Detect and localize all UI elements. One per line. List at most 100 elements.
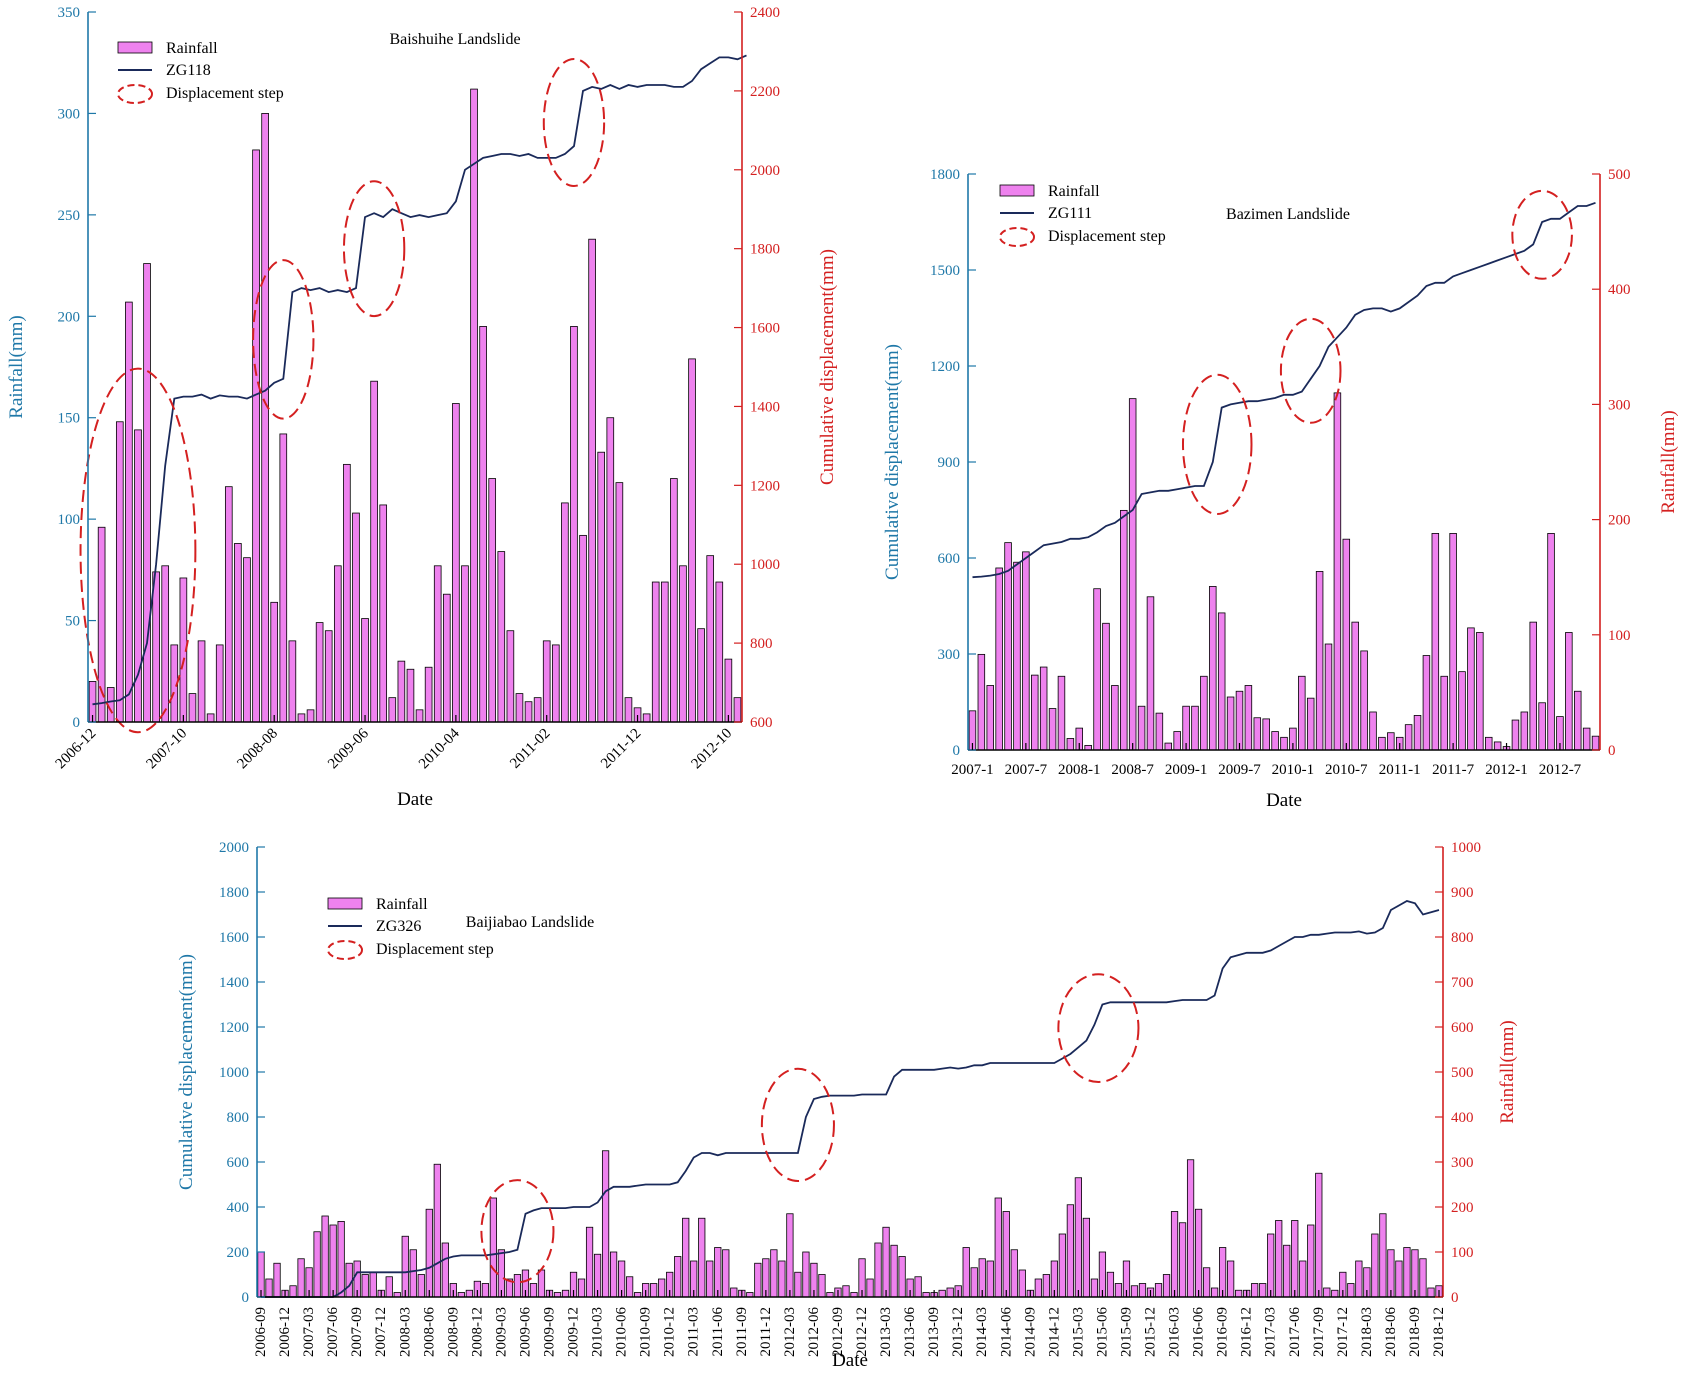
rainfall-bar (1130, 1285, 1139, 1298)
right-tick-label: 1800 (750, 242, 780, 258)
rainfall-bar (660, 581, 669, 723)
left-axis-title: Cumulative displacement(mm) (882, 344, 903, 580)
rainfall-bar (1275, 1220, 1283, 1298)
x-tick-label: 2014-06 (998, 1307, 1014, 1357)
left-tick-label: 1600 (219, 930, 249, 946)
right-tick-label: 100 (1608, 628, 1631, 644)
left-tick-label: 1000 (219, 1065, 249, 1081)
right-tick-label: 1000 (1451, 840, 1481, 856)
rainfall-bar (1422, 655, 1431, 751)
legend-rainfall-label: Rainfall (376, 896, 428, 913)
legend-rainfall-label: Rainfall (1048, 183, 1100, 200)
rainfall-bar (697, 628, 705, 723)
rainfall-bar (529, 1283, 538, 1298)
x-tick-label: 2011-1 (1379, 762, 1421, 778)
rainfall-bar (406, 668, 415, 723)
rainfall-bar (1155, 712, 1164, 751)
rainfall-bar (1259, 1283, 1267, 1298)
rainfall-bar (1467, 627, 1475, 751)
right-tick-label: 1000 (750, 557, 780, 573)
rainfall-bar (417, 1274, 425, 1298)
rainfall-bar (337, 1221, 345, 1298)
rainfall-bar (161, 565, 170, 723)
rainfall-bar (479, 326, 487, 723)
left-tick-label: 200 (227, 1245, 250, 1261)
legend-rainfall-swatch (999, 184, 1035, 197)
rainfall-bar (898, 1256, 906, 1298)
x-tick-label: 2014-09 (1022, 1307, 1038, 1357)
rainfall-bar (415, 709, 424, 723)
rainfall-bar (125, 301, 133, 723)
rainfall-bar (1574, 690, 1582, 751)
rainfall-bar (1315, 1172, 1323, 1298)
x-tick-label: 2015-09 (1118, 1307, 1134, 1357)
rainfall-bar (481, 1283, 489, 1298)
x-tick-label: 2016-03 (1167, 1307, 1183, 1357)
rainfall-bar (551, 644, 560, 723)
rainfall-bar (321, 1215, 329, 1298)
left-tick-label: 150 (58, 411, 81, 427)
rainfall-bar (361, 618, 369, 723)
right-tick-label: 500 (1451, 1065, 1474, 1081)
rainfall-bar (206, 713, 215, 723)
rainfall-bar (1347, 1283, 1355, 1298)
rainfall-bar (1178, 1222, 1187, 1298)
chart-panel-1: 0 50 100 150 200 250 300 350 600 800 1000 1200 1400 1… (6, 5, 838, 810)
rainfall-bar (433, 1163, 441, 1298)
x-tick-label: 2008-12 (469, 1307, 485, 1357)
x-tick-label: 2011-12 (758, 1307, 774, 1356)
rainfall-bar (1323, 1287, 1331, 1298)
rainfall-bar (579, 534, 587, 723)
rainfall-bar (1565, 632, 1573, 751)
rainfall-bar (577, 1278, 586, 1298)
chart-panel-2: 0 300 600 900 1200 1500 1800 0 100 200 300 400 500 Cu… (882, 167, 1679, 811)
rainfall-bar (343, 463, 351, 723)
x-tick-label: 2008-03 (397, 1307, 413, 1357)
left-tick-label: 400 (227, 1200, 250, 1216)
rainfall-bar (265, 1278, 273, 1298)
rainfall-bar (722, 1249, 730, 1298)
right-tick-label: 900 (1451, 885, 1474, 901)
chart-title: Bazimen Landslide (1226, 206, 1350, 223)
x-tick-label: 2010-09 (638, 1307, 654, 1357)
rainfall-bar (234, 543, 242, 723)
right-tick-label: 0 (1608, 743, 1616, 759)
rainfall-bar (273, 1262, 281, 1298)
rainfall-bars (88, 88, 742, 723)
rainfall-bar (650, 1283, 658, 1298)
x-tick-label: 2007-7 (1005, 762, 1048, 778)
left-tick-label: 50 (65, 614, 80, 630)
rainfall-bar (561, 1289, 570, 1298)
rainfall-bar (1547, 533, 1555, 751)
displacement-step-ellipse (1057, 973, 1140, 1083)
rainfall-bar (733, 697, 742, 723)
rainfall-bar (624, 697, 633, 723)
x-tick-label: 2009-03 (493, 1307, 509, 1357)
rainfall-bar (962, 1247, 970, 1298)
rainfall-bar (1378, 736, 1386, 751)
left-tick-label: 1400 (219, 975, 249, 991)
displacement-line (92, 54, 747, 706)
rainfall-bar (1484, 736, 1493, 751)
rainfall-bar (397, 660, 406, 723)
x-tick-label: 2013-09 (926, 1307, 942, 1357)
rainfall-bar (688, 358, 696, 723)
right-tick-label: 300 (1451, 1155, 1474, 1171)
rainfall-bar (1387, 1249, 1395, 1298)
rainfall-bar (938, 1289, 946, 1298)
left-tick-label: 900 (938, 455, 961, 471)
left-axis-title: Cumulative displacement(mm) (176, 954, 197, 1190)
x-tick-label: 2017-03 (1263, 1307, 1279, 1357)
rainfall-bar (289, 1285, 297, 1298)
rainfall-bar (1333, 392, 1342, 751)
rainfall-bar (1419, 1258, 1427, 1298)
x-tick-label: 2011-03 (686, 1307, 702, 1356)
x-tick-label: 2012-10 (689, 726, 736, 773)
x-tick-label: 2012-09 (830, 1307, 846, 1357)
right-tick-label: 0 (1451, 1290, 1459, 1306)
rainfall-bar (370, 380, 378, 723)
rainfall-bar (1146, 596, 1155, 751)
x-tick-label: 2008-08 (234, 726, 281, 773)
x-tick-label: 2013-12 (950, 1307, 966, 1357)
x-tick-label: 2016-09 (1215, 1307, 1231, 1357)
